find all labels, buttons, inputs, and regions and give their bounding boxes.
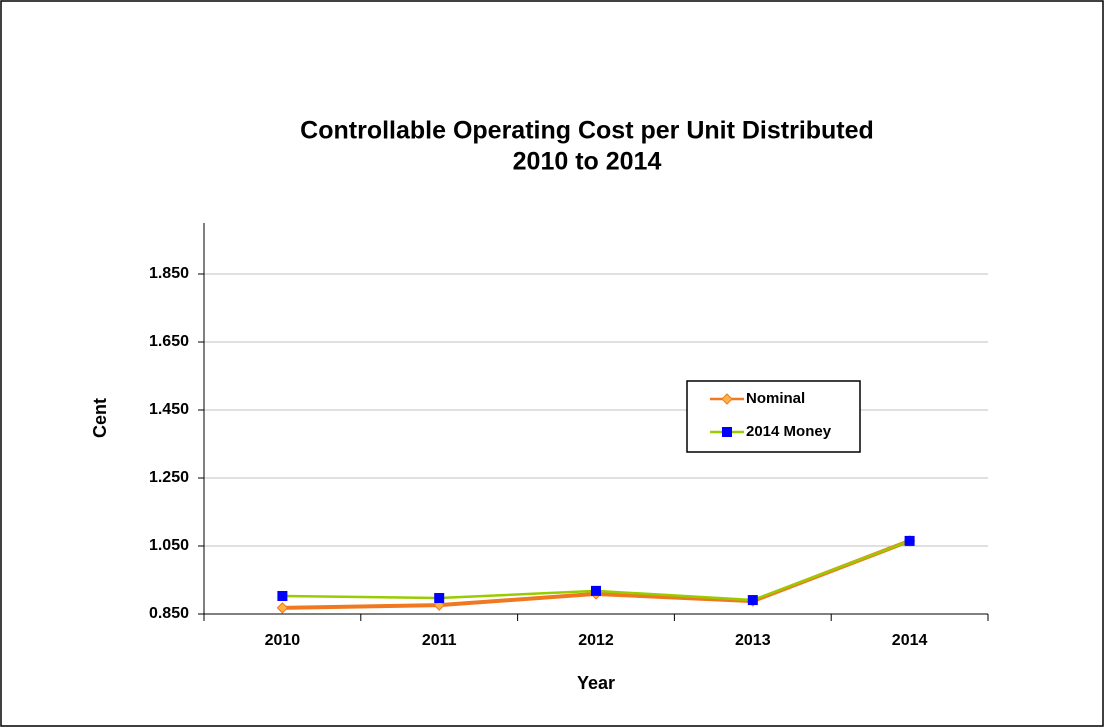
x-tick-label: 2011: [422, 632, 457, 649]
y-tick-label: 1.850: [149, 265, 189, 282]
x-tick-label: 2010: [265, 632, 301, 649]
data-point: [747, 595, 758, 606]
x-tick-label: 2013: [735, 632, 771, 649]
y-tick-label: 1.250: [149, 469, 189, 486]
y-tick-label: 0.850: [149, 605, 189, 622]
data-point: [434, 593, 445, 604]
legend-label: Nominal: [746, 390, 805, 407]
x-axis-label: Year: [577, 673, 615, 693]
legend-marker: [721, 393, 733, 405]
legend-label: 2014 Money: [746, 423, 832, 440]
data-point: [904, 535, 915, 546]
legend-box: [686, 380, 861, 453]
legend-marker: [722, 427, 732, 437]
chart-title: 2010 to 2014: [513, 148, 662, 176]
data-point: [277, 590, 288, 601]
x-tick-label: 2014: [892, 632, 928, 649]
x-tick-label: 2012: [578, 632, 614, 649]
y-tick-label: 1.650: [149, 333, 189, 350]
chart-title: Controllable Operating Cost per Unit Dis…: [300, 117, 874, 145]
data-point: [591, 585, 601, 596]
y-axis-label: Cent: [90, 398, 110, 438]
data-point: [276, 602, 289, 614]
y-tick-label: 1.450: [149, 401, 189, 418]
y-tick-label: 1.050: [149, 537, 189, 554]
